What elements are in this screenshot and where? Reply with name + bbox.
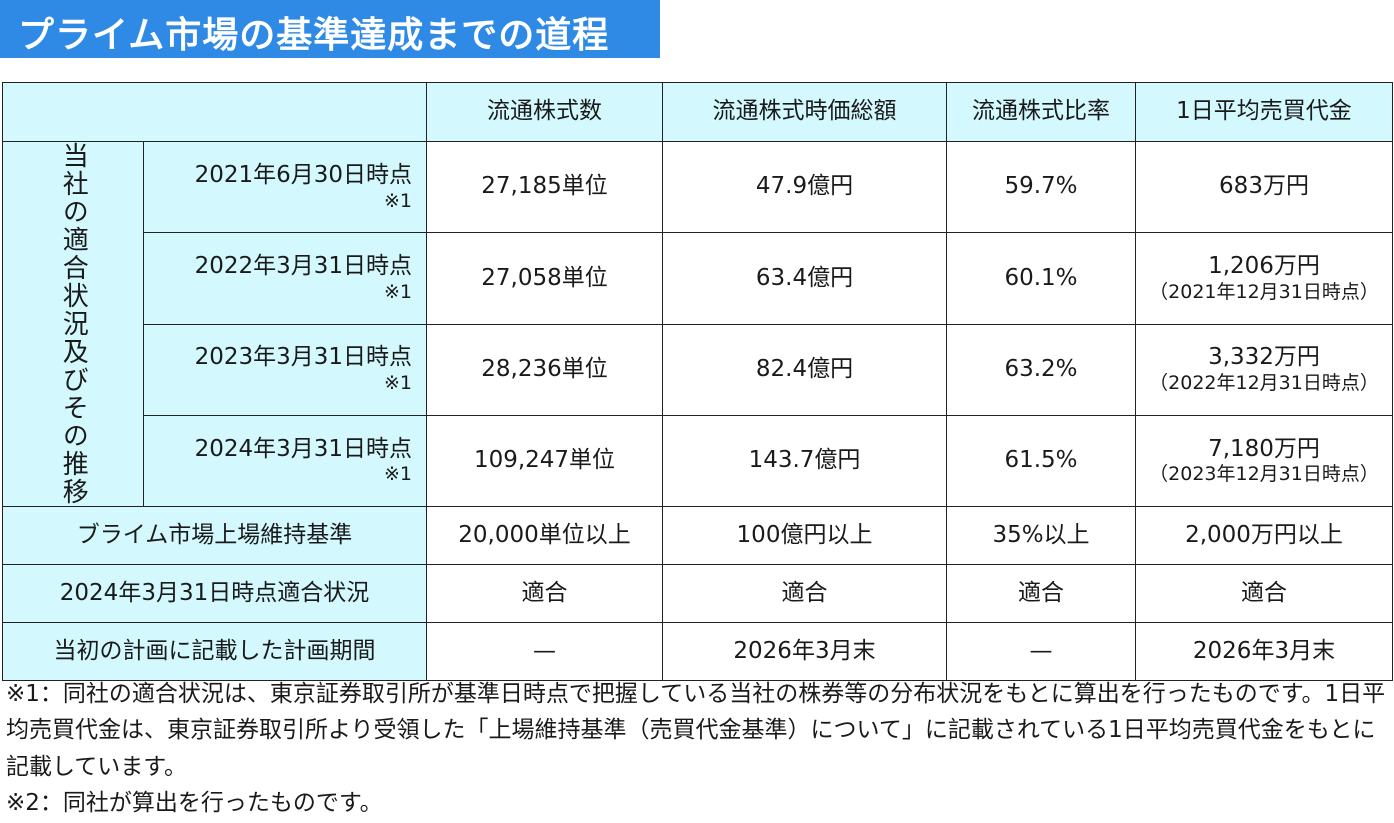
table-header-row: 流通株式数 流通株式時価総額 流通株式比率 1日平均売買代金 <box>2 82 1393 142</box>
table-cell: 2026年3月末 <box>662 622 947 681</box>
table-row: 2023年3月31日時点 ※1 28,236単位 82.4億円 63.2% 3,… <box>3 323 1393 416</box>
table-row: 当社の適合状況及びその推移 2021年6月30日時点 ※1 27,185単位 4… <box>2 140 1393 507</box>
table-cell: 適合 <box>1135 564 1393 623</box>
table-cell: 63.4億円 <box>662 232 947 325</box>
table-row: ブライム市場上場維持基準 20,000単位以上 100億円以上 35%以上 2,… <box>2 506 1393 565</box>
table-cell: 適合 <box>946 564 1136 623</box>
table-cell: 35%以上 <box>946 506 1136 565</box>
table-cell: 82.4億円 <box>662 323 947 416</box>
row-note-mark: ※1 <box>383 463 412 486</box>
table-cell: 60.1% <box>946 232 1136 325</box>
table-cell: 63.2% <box>946 323 1136 416</box>
row-label: 当初の計画に記載した計画期間 <box>2 622 427 681</box>
row-date: 2022年3月31日時点 <box>194 253 412 280</box>
row-label: 2024年3月31日時点 ※1 <box>143 414 427 508</box>
row-label: 2024年3月31日時点適合状況 <box>2 564 427 623</box>
cell-value: 7,180万円 <box>1208 435 1320 462</box>
table-cell: 100億円以上 <box>662 506 947 565</box>
table-cell: 1,206万円 （2021年12月31日時点） <box>1135 232 1393 325</box>
footnotes: ※1：同社の適合状況は、東京証券取引所が基準日時点で把握している当社の株券等の分… <box>6 676 1390 821</box>
row-note-mark: ※1 <box>383 280 412 303</box>
row-date: 2021年6月30日時点 <box>194 161 412 188</box>
table-cell: 2,000万円以上 <box>1135 506 1393 565</box>
table-cell: 27,185単位 <box>426 140 663 234</box>
row-note-mark: ※1 <box>383 189 412 212</box>
column-header: 流通株式数 <box>426 82 663 142</box>
column-header: 流通株式比率 <box>946 82 1136 142</box>
table-cell: 28,236単位 <box>426 323 663 416</box>
row-label: ブライム市場上場維持基準 <box>2 506 427 565</box>
footnote: ※1：同社の適合状況は、東京証券取引所が基準日時点で把握している当社の株券等の分… <box>6 681 1386 780</box>
table-cell: 2026年3月末 <box>1135 622 1393 681</box>
table-cell: 61.5% <box>946 414 1136 508</box>
row-label: 2023年3月31日時点 ※1 <box>143 323 427 416</box>
table-cell: 適合 <box>426 564 663 623</box>
cell-subnote: （2021年12月31日時点） <box>1149 280 1379 303</box>
table-cell: 20,000単位以上 <box>426 506 663 565</box>
header-corner-cell <box>2 82 427 142</box>
criteria-table: 流通株式数 流通株式時価総額 流通株式比率 1日平均売買代金 当社の適合状況及び… <box>2 82 1393 681</box>
group-label: 当社の適合状況及びその推移 <box>58 142 89 506</box>
table-cell: — <box>946 622 1136 681</box>
cell-value: 3,332万円 <box>1208 344 1320 371</box>
row-label: 2022年3月31日時点 ※1 <box>143 232 427 325</box>
row-note-mark: ※1 <box>383 372 412 395</box>
table-cell: 7,180万円 （2023年12月31日時点） <box>1135 414 1393 508</box>
table-cell: 適合 <box>662 564 947 623</box>
row-date: 2024年3月31日時点 <box>194 435 412 462</box>
table-cell: 59.7% <box>946 140 1136 234</box>
table-row: 2024年3月31日時点適合状況 適合 適合 適合 適合 <box>2 564 1393 623</box>
table-row: 当初の計画に記載した計画期間 — 2026年3月末 — 2026年3月末 <box>2 622 1393 681</box>
table-cell: 143.7億円 <box>662 414 947 508</box>
table-cell: 27,058単位 <box>426 232 663 325</box>
table-cell: 683万円 <box>1135 140 1393 234</box>
row-label: 2021年6月30日時点 ※1 <box>143 140 427 234</box>
table-cell: — <box>426 622 663 681</box>
column-header: 1日平均売買代金 <box>1135 82 1393 142</box>
group-label-cell: 当社の適合状況及びその推移 <box>2 141 144 507</box>
column-header: 流通株式時価総額 <box>662 82 947 142</box>
table-cell: 47.9億円 <box>662 140 947 234</box>
row-date: 2023年3月31日時点 <box>194 344 412 371</box>
cell-subnote: （2022年12月31日時点） <box>1149 372 1379 395</box>
footnote: ※2：同社が算出を行ったものです。 <box>6 789 383 816</box>
cell-subnote: （2023年12月31日時点） <box>1149 463 1379 486</box>
cell-value: 1,206万円 <box>1208 253 1320 280</box>
table-cell: 109,247単位 <box>426 414 663 508</box>
table-row: 2024年3月31日時点 ※1 109,247単位 143.7億円 61.5% … <box>3 414 1393 508</box>
page-title: プライム市場の基準達成までの道程 <box>18 15 610 56</box>
table-row: 2022年3月31日時点 ※1 27,058単位 63.4億円 60.1% 1,… <box>3 232 1393 325</box>
table-cell: 3,332万円 （2022年12月31日時点） <box>1135 323 1393 416</box>
title-banner: プライム市場の基準達成までの道程 <box>0 0 660 58</box>
